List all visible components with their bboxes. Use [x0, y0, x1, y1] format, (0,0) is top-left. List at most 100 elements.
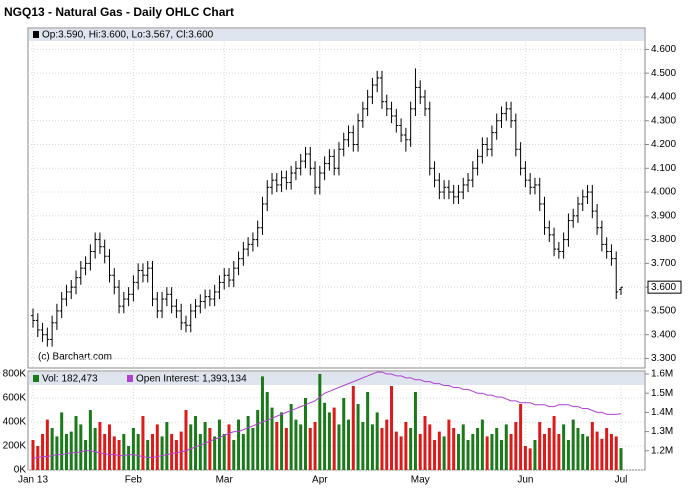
ohlc-legend-swatch — [33, 31, 39, 38]
x-tick-label: Apr — [312, 475, 328, 486]
volume-tick-label: 0K — [14, 465, 27, 476]
volume-legend-swatch — [33, 375, 39, 382]
volume-bar — [112, 436, 116, 470]
volume-bar — [74, 416, 78, 470]
volume-bar — [69, 431, 73, 470]
volume-bar — [217, 419, 221, 470]
volume-bar — [179, 431, 183, 470]
volume-legend: Vol: 182,473 — [42, 374, 98, 385]
volume-bar — [461, 424, 465, 470]
volume-bar — [456, 434, 460, 470]
volume-bar — [347, 419, 351, 470]
volume-bar — [390, 386, 394, 470]
volume-bar — [318, 374, 322, 470]
volume-bar — [452, 428, 456, 470]
x-tick-label: May — [411, 475, 430, 486]
volume-bar — [466, 440, 470, 470]
volume-bar — [566, 440, 570, 470]
y-tick-label: 3.900 — [651, 210, 676, 221]
volume-bar — [437, 431, 441, 470]
volume-bar — [514, 422, 518, 470]
y-tick-label: 4.600 — [651, 44, 676, 55]
x-tick-label: Mar — [216, 475, 234, 486]
volume-bar — [284, 428, 288, 470]
volume-tick-label: 200K — [3, 441, 27, 452]
volume-bar — [590, 422, 594, 470]
volume-tick-label: 400K — [3, 417, 27, 428]
volume-panel — [27, 370, 646, 471]
chart-title: NGQ13 - Natural Gas - Daily OHLC Chart — [4, 5, 234, 19]
volume-bar — [160, 436, 164, 470]
price-legend-strip — [29, 29, 644, 41]
volume-bar — [375, 412, 379, 470]
volume-bar — [308, 428, 312, 470]
volume-bar — [88, 410, 92, 470]
volume-bar — [251, 428, 255, 470]
volume-bar — [332, 407, 336, 470]
volume-bar — [203, 422, 207, 470]
y2-tick-label: 1.5M — [651, 388, 673, 399]
volume-bar — [241, 434, 245, 470]
volume-bar — [127, 446, 131, 470]
volume-bar — [280, 412, 284, 470]
volume-bar — [50, 428, 54, 470]
volume-bar — [485, 436, 489, 470]
volume-bar — [495, 428, 499, 470]
volume-bar — [184, 410, 188, 470]
volume-bar — [79, 424, 83, 470]
volume-bar — [299, 424, 303, 470]
volume-bar — [409, 428, 413, 470]
volume-bar — [232, 440, 236, 470]
volume-bar — [246, 416, 250, 470]
volume-bar — [60, 412, 64, 470]
volume-tick-label: 600K — [3, 393, 27, 404]
volume-bar — [275, 422, 279, 470]
volume-bar — [476, 428, 480, 470]
volume-bar — [413, 392, 417, 470]
y-tick-label: 3.700 — [651, 258, 676, 269]
volume-bar — [600, 438, 604, 470]
volume-bar — [131, 428, 135, 470]
y-tick-label: 4.000 — [651, 187, 676, 198]
y-tick-label: 4.100 — [651, 163, 676, 174]
volume-bar — [509, 434, 513, 470]
volume-bar — [480, 419, 484, 470]
volume-bar — [380, 428, 384, 470]
volume-bar — [294, 419, 298, 470]
volume-bar — [117, 440, 121, 470]
volume-bar — [394, 431, 398, 470]
volume-bar — [581, 434, 585, 470]
volume-bar — [519, 404, 523, 470]
volume-bar — [222, 434, 226, 470]
volume-bar — [174, 440, 178, 470]
volume-bar — [208, 428, 212, 470]
y-tick-label: 4.300 — [651, 115, 676, 126]
volume-bar — [471, 434, 475, 470]
x-tick-label: Jul — [615, 475, 628, 486]
volume-bar — [170, 434, 174, 470]
x-tick-label: Jun — [517, 475, 533, 486]
volume-bar — [586, 436, 590, 470]
volume-bar — [122, 434, 126, 470]
volume-bar — [423, 416, 427, 470]
volume-bar — [433, 440, 437, 470]
volume-bar — [361, 422, 365, 470]
volume-bar — [198, 434, 202, 470]
volume-bar — [31, 440, 35, 470]
volume-bar — [533, 440, 537, 470]
volume-bar — [84, 440, 88, 470]
volume-bar — [356, 404, 360, 470]
volume-bar — [447, 419, 451, 470]
volume-bar — [337, 424, 341, 470]
volume-bar — [351, 386, 355, 470]
watermark: (c) Barchart.com — [38, 352, 112, 363]
y-tick-label: 4.400 — [651, 92, 676, 103]
volume-bar — [136, 434, 140, 470]
volume-bar — [93, 428, 97, 470]
volume-legend-strip — [29, 372, 644, 385]
volume-bar — [256, 410, 260, 470]
volume-bar — [45, 419, 49, 470]
volume-bar — [237, 419, 241, 470]
volume-bar — [619, 448, 623, 470]
